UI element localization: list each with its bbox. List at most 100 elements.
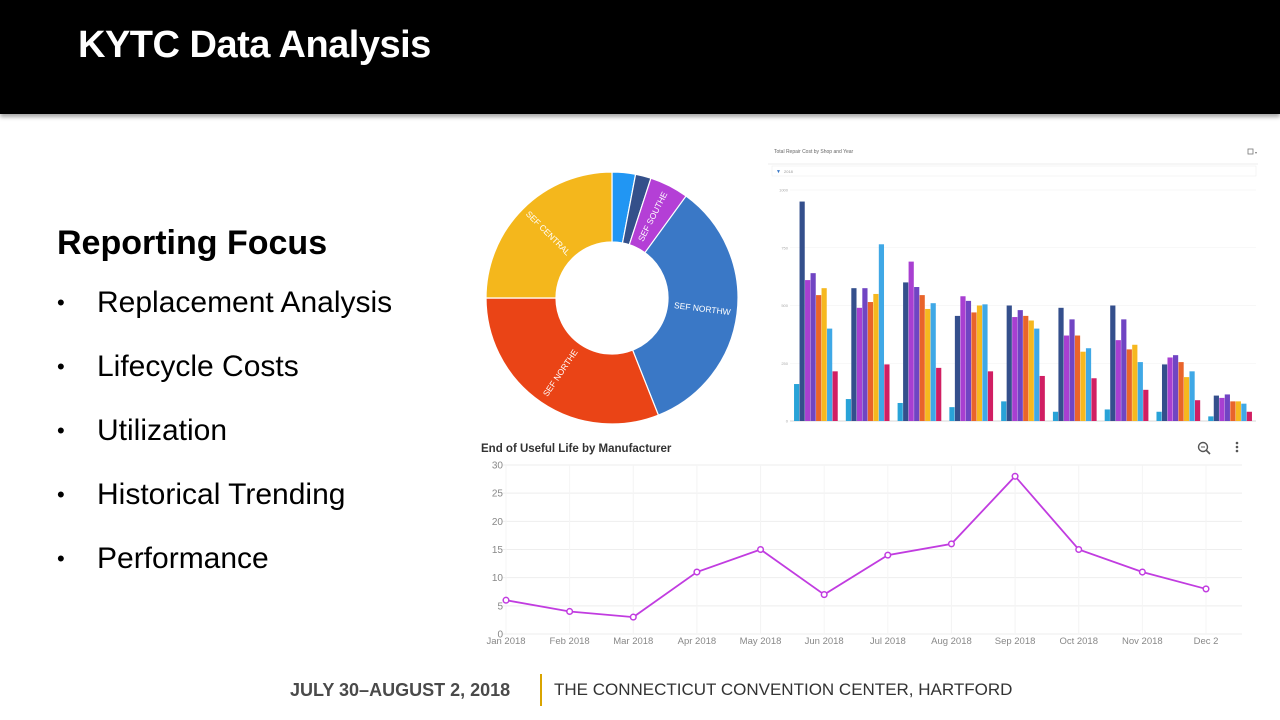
- bar: [965, 300, 972, 421]
- donut-slice: [631, 195, 739, 416]
- bar: [827, 328, 833, 421]
- bar: [851, 288, 857, 421]
- bar: [897, 402, 903, 421]
- line-x-tick-label: May 2018: [740, 636, 782, 646]
- bar: [936, 367, 942, 421]
- donut-slice: [485, 171, 613, 299]
- bar: [1224, 394, 1230, 421]
- line-point: [884, 551, 892, 559]
- bar: [914, 287, 920, 421]
- line-x-tick-label: Aug 2018: [931, 636, 972, 646]
- bullet-icon: •: [57, 418, 65, 443]
- bar: [982, 304, 988, 421]
- bar: [1115, 340, 1121, 421]
- bar: [1001, 401, 1007, 421]
- line-point: [947, 540, 956, 548]
- line-point: [502, 596, 510, 604]
- bar: [1074, 335, 1081, 421]
- line-point: [756, 545, 765, 554]
- bar: [1132, 344, 1138, 421]
- svg-text:▾: ▾: [1255, 150, 1257, 155]
- bar: [810, 273, 816, 421]
- bar-chart: Total Repair Cost by Shop and Year ▾ ▼ 2…: [768, 142, 1260, 428]
- line-point: [1075, 545, 1083, 554]
- footer-dates: JULY 30–AUGUST 2, 2018: [290, 680, 511, 700]
- bar: [1143, 389, 1149, 421]
- bar: [1039, 375, 1045, 421]
- bar: [960, 296, 966, 421]
- bar: [1194, 400, 1201, 421]
- bar-y-tick-label: 250: [781, 361, 788, 366]
- bar-y-tick-label: 1000: [779, 188, 789, 193]
- donut-slice: [485, 297, 660, 425]
- bar: [949, 407, 955, 421]
- line-x-tick-label: Jun 2018: [805, 636, 844, 646]
- bar: [1006, 305, 1012, 421]
- line-point: [1011, 472, 1019, 480]
- filter-label: 2018: [784, 169, 794, 174]
- line-y-tick-label: 5: [497, 601, 503, 612]
- line-point: [629, 613, 637, 621]
- more-options-icon[interactable]: [1235, 441, 1239, 453]
- bar: [1235, 401, 1241, 421]
- bar: [816, 295, 822, 421]
- bar-chart-svg: Total Repair Cost by Shop and Year ▾ ▼ 2…: [768, 148, 1258, 424]
- footer-separator: [540, 674, 542, 706]
- line-x-tick-label: Jul 2018: [870, 636, 906, 646]
- filter-box[interactable]: [771, 165, 1257, 177]
- bar: [1208, 416, 1214, 421]
- bar: [1230, 401, 1236, 421]
- bar: [1017, 310, 1023, 421]
- bar: [873, 293, 879, 421]
- bar: [971, 312, 977, 421]
- line-point: [820, 591, 828, 599]
- filter-icon[interactable]: ▼: [776, 169, 781, 175]
- slide-title: KYTC Data Analysis: [78, 24, 431, 66]
- bar: [1110, 305, 1116, 421]
- download-icon[interactable]: ▾: [1247, 148, 1257, 155]
- bullet-icon: •: [57, 482, 65, 507]
- bar: [1219, 397, 1225, 421]
- line-x-tick-label: Nov 2018: [1122, 636, 1163, 646]
- focus-heading: Reporting Focus: [57, 224, 328, 262]
- bar-chart-title: Total Repair Cost by Shop and Year: [774, 149, 854, 155]
- line-y-tick-label: 20: [492, 517, 504, 528]
- bar: [794, 384, 800, 421]
- line-x-tick-label: Sep 2018: [995, 636, 1036, 646]
- line-y-tick-label: 0: [497, 630, 503, 641]
- line-x-tick-label: Oct 2018: [1059, 636, 1098, 646]
- line-series: [505, 474, 1207, 619]
- bar-y-tick-label: 0: [786, 419, 789, 424]
- slide-header: KYTC Data Analysis: [0, 0, 1280, 114]
- bar: [919, 295, 925, 421]
- line-chart: End of Useful Life by Manufacturer 0 5 10 1…: [462, 432, 1260, 647]
- line-chart-svg: End of Useful Life by Manufacturer 0 5 10 1…: [481, 441, 1242, 647]
- bar: [1023, 315, 1029, 421]
- bar: [1137, 362, 1143, 421]
- bar: [1052, 411, 1059, 421]
- bar: [1156, 411, 1162, 421]
- bar: [1028, 320, 1034, 421]
- bar: [862, 288, 868, 421]
- line-point: [1202, 585, 1210, 593]
- bar: [1161, 364, 1168, 421]
- line-y-tick-label: 15: [492, 545, 504, 556]
- bar: [1172, 355, 1179, 421]
- bar: [1085, 348, 1092, 421]
- bar: [878, 244, 885, 421]
- bar: [867, 302, 874, 421]
- bar-y-tick-label: 500: [781, 303, 788, 308]
- bar: [954, 315, 961, 421]
- zoom-icon[interactable]: [1197, 441, 1211, 455]
- bar: [925, 308, 931, 421]
- line-point: [566, 607, 574, 616]
- bar: [845, 399, 852, 421]
- bar: [1012, 317, 1018, 421]
- line-y-tick-label: 30: [492, 461, 504, 472]
- bar: [1183, 377, 1190, 421]
- bar: [832, 371, 838, 421]
- line-x-tick-label: Mar 2018: [613, 636, 653, 646]
- footer-venue: THE CONNECTICUT CONVENTION CENTER, HARTF…: [554, 680, 1013, 699]
- bar: [884, 364, 890, 421]
